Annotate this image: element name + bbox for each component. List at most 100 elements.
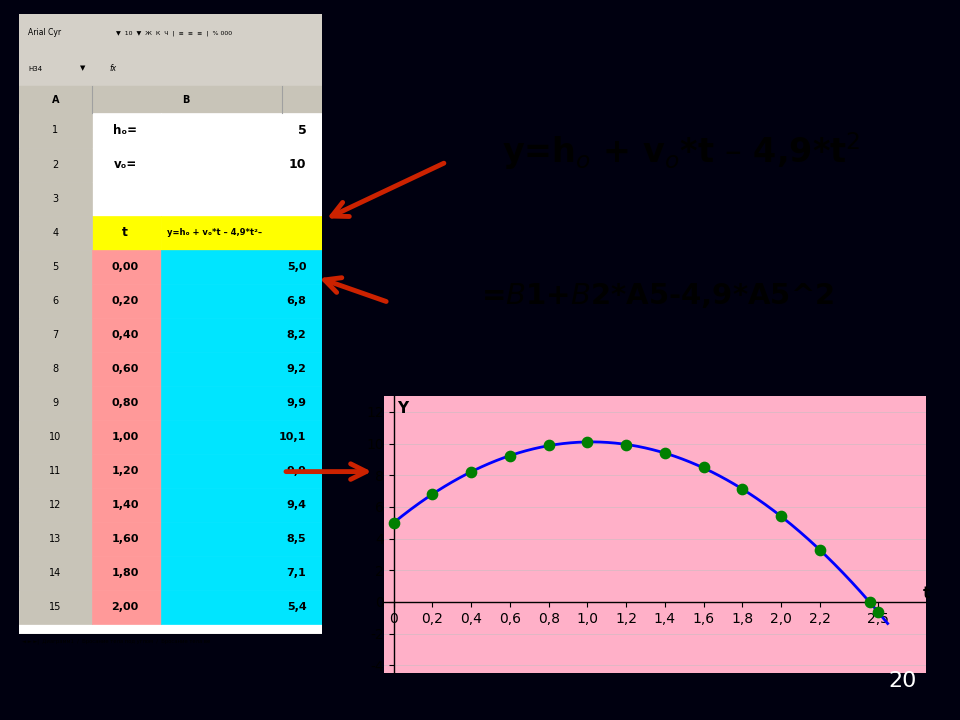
Bar [92, 181, 161, 216]
Text: 20: 20 [888, 671, 917, 691]
Point [502, 451, 517, 462]
Text: 5: 5 [53, 262, 59, 271]
Bar [161, 114, 322, 148]
Text: y=hₒ + vₒ*t – 4,9*t²–: y=hₒ + vₒ*t – 4,9*t²– [167, 228, 262, 237]
Point [774, 510, 789, 522]
Bar [161, 148, 322, 181]
Text: 3: 3 [53, 194, 59, 204]
Text: B: B [181, 94, 189, 104]
Text: 13: 13 [49, 534, 61, 544]
Text: 9,9: 9,9 [286, 398, 306, 408]
Bar [19, 634, 322, 649]
Text: 8: 8 [53, 364, 59, 374]
Bar [92, 284, 161, 318]
Point [871, 606, 886, 618]
Text: 1,60: 1,60 [111, 534, 139, 544]
Bar [161, 318, 322, 352]
Bar [161, 454, 322, 488]
Text: 8,5: 8,5 [287, 534, 306, 544]
Text: 6: 6 [53, 296, 59, 306]
Bar [92, 386, 161, 420]
Point [464, 467, 479, 478]
Bar [19, 216, 92, 250]
Text: hₒ=: hₒ= [113, 124, 137, 137]
Text: 15: 15 [49, 603, 61, 612]
Bar [161, 386, 322, 420]
Bar [161, 556, 322, 590]
Text: 1,20: 1,20 [111, 466, 139, 476]
Bar [161, 250, 322, 284]
Bar [19, 114, 92, 148]
Bar [92, 216, 161, 250]
Text: 2,00: 2,00 [111, 603, 138, 612]
Text: 4: 4 [53, 228, 59, 238]
Bar [19, 284, 92, 318]
Bar [161, 420, 322, 454]
Point [734, 484, 750, 495]
Point [541, 439, 557, 451]
Text: 9,2: 9,2 [287, 364, 306, 374]
Text: 6,8: 6,8 [287, 296, 306, 306]
Bar [19, 454, 92, 488]
Text: fx: fx [110, 64, 117, 73]
Point [580, 436, 595, 448]
Text: 9,9: 9,9 [286, 466, 306, 476]
Text: y=h$_o$ + v$_o$*t – 4,9*t$^2$: y=h$_o$ + v$_o$*t – 4,9*t$^2$ [502, 130, 861, 172]
Text: 5: 5 [298, 124, 306, 137]
Text: 14: 14 [49, 568, 61, 578]
Text: Arial Cyr: Arial Cyr [28, 29, 61, 37]
Bar [19, 352, 92, 386]
Text: 5,0: 5,0 [287, 262, 306, 271]
Text: t: t [923, 587, 930, 601]
Bar [19, 556, 92, 590]
Text: 0,80: 0,80 [111, 398, 138, 408]
Text: vₒ=: vₒ= [113, 158, 136, 171]
Point [862, 596, 877, 608]
Bar [19, 590, 92, 624]
Bar [92, 590, 161, 624]
Text: ▼: ▼ [80, 66, 85, 71]
Text: 1,40: 1,40 [111, 500, 139, 510]
Bar [19, 250, 92, 284]
Bar [19, 488, 92, 522]
Text: 5,4: 5,4 [287, 603, 306, 612]
Bar [92, 420, 161, 454]
Bar [19, 420, 92, 454]
Text: 1: 1 [53, 125, 59, 135]
Bar [161, 181, 322, 216]
Point [424, 488, 440, 500]
Point [386, 517, 401, 528]
Text: 2: 2 [53, 160, 59, 169]
Point [812, 544, 828, 555]
Bar [92, 556, 161, 590]
Text: H34: H34 [28, 66, 42, 71]
Text: 11: 11 [49, 466, 61, 476]
Bar [161, 352, 322, 386]
Bar [161, 284, 322, 318]
Text: 7: 7 [53, 330, 59, 340]
Bar [161, 522, 322, 556]
Bar [19, 52, 322, 86]
Point [618, 439, 634, 451]
Point [696, 462, 711, 473]
Text: 10,1: 10,1 [279, 432, 306, 442]
Bar [161, 488, 322, 522]
Bar [92, 488, 161, 522]
Bar [92, 318, 161, 352]
Text: 12: 12 [49, 500, 61, 510]
Bar [92, 454, 161, 488]
Bar [161, 216, 322, 250]
Bar [19, 318, 92, 352]
Text: 10: 10 [289, 158, 306, 171]
Bar [92, 148, 161, 181]
Text: 0,00: 0,00 [111, 262, 138, 271]
Text: 0,20: 0,20 [111, 296, 138, 306]
Bar [19, 522, 92, 556]
Text: ▼  10  ▼  Ж  К  Ч  |  ≡  ≡  ≡  |  % 000: ▼ 10 ▼ Ж К Ч | ≡ ≡ ≡ | % 000 [116, 30, 232, 36]
Text: 0,40: 0,40 [111, 330, 139, 340]
Bar [19, 14, 322, 52]
Text: t: t [122, 226, 128, 239]
Bar [92, 352, 161, 386]
Text: 10: 10 [49, 432, 61, 442]
Bar [161, 590, 322, 624]
